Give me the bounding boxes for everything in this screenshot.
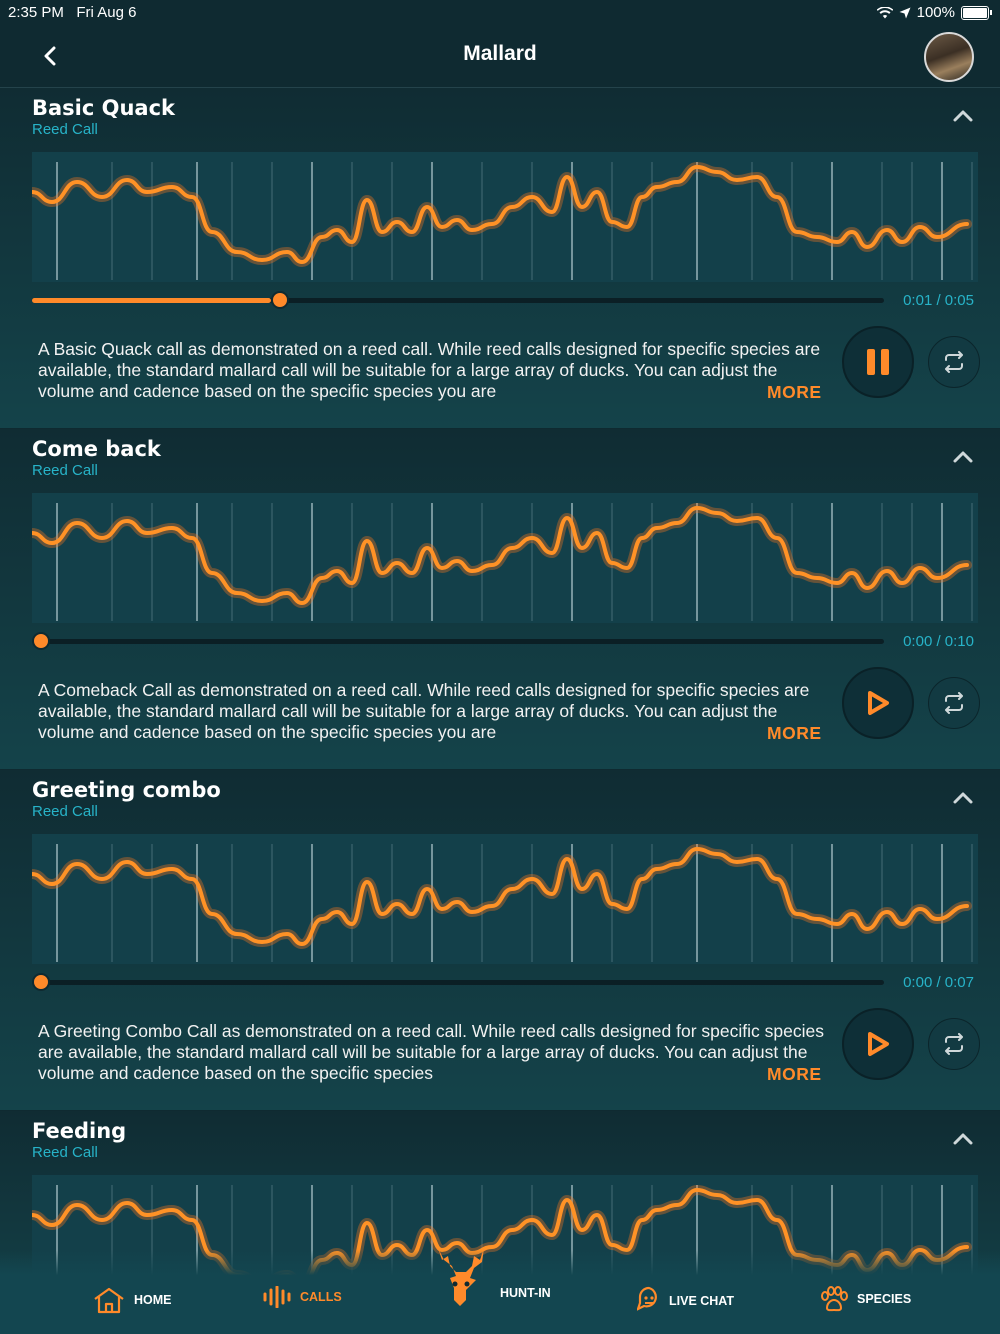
more-link[interactable]: MORE — [767, 723, 822, 743]
time-label: 0:00 / 0:07 — [903, 974, 974, 991]
location-icon — [899, 7, 911, 18]
progress-fill — [32, 298, 271, 303]
waveform[interactable] — [32, 152, 978, 282]
call-description: A Greeting Combo Call as demonstrated on… — [38, 1021, 824, 1083]
time-label: 0:01 / 0:05 — [903, 292, 974, 309]
call-title: Basic Quack — [32, 96, 176, 120]
slider-thumb[interactable] — [270, 291, 289, 309]
progress-slider[interactable] — [32, 973, 884, 991]
time-label: 0:00 / 0:10 — [903, 633, 974, 650]
play-button[interactable] — [842, 667, 914, 739]
slider-thumb[interactable] — [32, 973, 50, 991]
chevron-up-icon[interactable] — [952, 790, 974, 806]
chevron-up-icon[interactable] — [952, 108, 974, 124]
call-description: A Comeback Call as demonstrated on a ree… — [38, 680, 810, 742]
status-right: 100% — [876, 4, 992, 21]
call-title: Come back — [32, 437, 161, 461]
play-icon — [868, 1032, 889, 1056]
pause-button[interactable] — [842, 326, 914, 398]
slider-thumb[interactable] — [32, 632, 50, 650]
waveform[interactable] — [32, 493, 978, 623]
call-card-come-back: Come back Reed Call 0:00 / 0:10 A Comeba… — [0, 429, 1000, 769]
call-card-basic-quack: Basic Quack Reed Call 0:01 / 0:05 A Basi… — [0, 88, 1000, 428]
play-icon — [868, 691, 889, 715]
tab-hunt-in[interactable]: HUNT-IN — [500, 1286, 551, 1300]
deer-icon[interactable] — [428, 1244, 494, 1316]
chat-icon — [637, 1286, 657, 1311]
paw-icon — [821, 1286, 848, 1312]
waveform[interactable] — [32, 834, 978, 964]
more-link[interactable]: MORE — [767, 382, 822, 402]
tab-live-chat[interactable]: LIVE CHAT — [637, 1286, 734, 1316]
nav-bar: Mallard — [0, 26, 1000, 88]
repeat-icon — [945, 692, 963, 714]
call-subtitle: Reed Call — [32, 462, 98, 479]
tab-bar: HOME CALLS HUNT-IN LIVE CHAT SPECIES — [0, 1248, 1000, 1334]
repeat-icon — [945, 1033, 963, 1055]
repeat-button[interactable] — [928, 336, 980, 388]
pause-icon — [867, 349, 889, 375]
waveform-icon — [263, 1286, 291, 1308]
call-subtitle: Reed Call — [32, 1144, 98, 1161]
chevron-up-icon[interactable] — [952, 449, 974, 465]
repeat-button[interactable] — [928, 677, 980, 729]
call-subtitle: Reed Call — [32, 121, 98, 138]
tab-home[interactable]: HOME — [92, 1286, 172, 1314]
call-card-greeting-combo: Greeting combo Reed Call 0:00 / 0:07 A G… — [0, 770, 1000, 1110]
home-icon — [94, 1287, 124, 1314]
battery-percent: 100% — [916, 4, 955, 21]
wifi-icon — [876, 6, 893, 18]
status-time: 2:35 PM Fri Aug 6 — [8, 4, 137, 21]
call-title: Greeting combo — [32, 778, 221, 802]
progress-slider[interactable] — [32, 632, 884, 650]
back-button[interactable] — [34, 40, 66, 72]
status-bar: 2:35 PM Fri Aug 6 100% — [0, 0, 1000, 26]
page-title: Mallard — [463, 42, 537, 65]
call-description: A Basic Quack call as demonstrated on a … — [38, 339, 821, 401]
call-title: Feeding — [32, 1119, 127, 1143]
tab-species[interactable]: SPECIES — [819, 1286, 911, 1312]
chevron-up-icon[interactable] — [952, 1131, 974, 1147]
play-button[interactable] — [842, 1008, 914, 1080]
repeat-icon — [945, 351, 963, 373]
progress-slider[interactable] — [32, 291, 884, 309]
tab-calls[interactable]: CALLS — [262, 1286, 342, 1308]
call-subtitle: Reed Call — [32, 803, 98, 820]
battery-icon — [961, 5, 989, 20]
chevron-left-icon — [44, 46, 56, 66]
repeat-button[interactable] — [928, 1018, 980, 1070]
avatar[interactable] — [924, 32, 974, 82]
more-link[interactable]: MORE — [767, 1064, 822, 1084]
